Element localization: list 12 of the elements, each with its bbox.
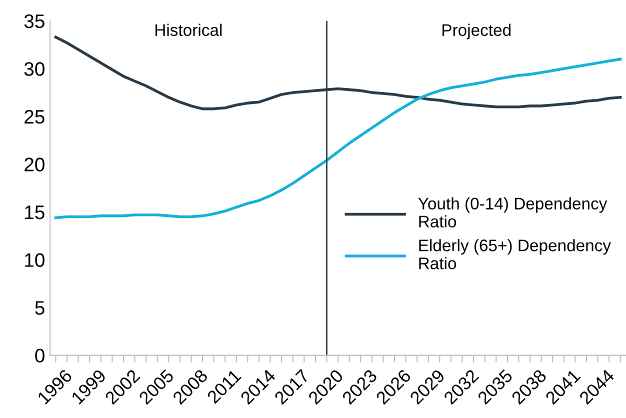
annotation: Historical xyxy=(156,24,222,36)
y-tick-label: 20 xyxy=(24,158,44,172)
legend-label: Youth (0-14) Dependency Ratio xyxy=(418,197,608,228)
y-tick-label: 5 xyxy=(35,301,44,315)
y-tick-label: 0 xyxy=(35,348,44,363)
y-tick-label: 30 xyxy=(24,62,44,76)
annotation: Projected xyxy=(442,24,511,40)
y-tick-label: 25 xyxy=(24,110,44,124)
y-tick-label: 15 xyxy=(25,206,44,220)
y-tick-label: 35 xyxy=(24,14,44,28)
legend-label: Elderly (65+) Dependency Ratio xyxy=(419,239,611,270)
y-tick-label: 10 xyxy=(25,253,44,267)
